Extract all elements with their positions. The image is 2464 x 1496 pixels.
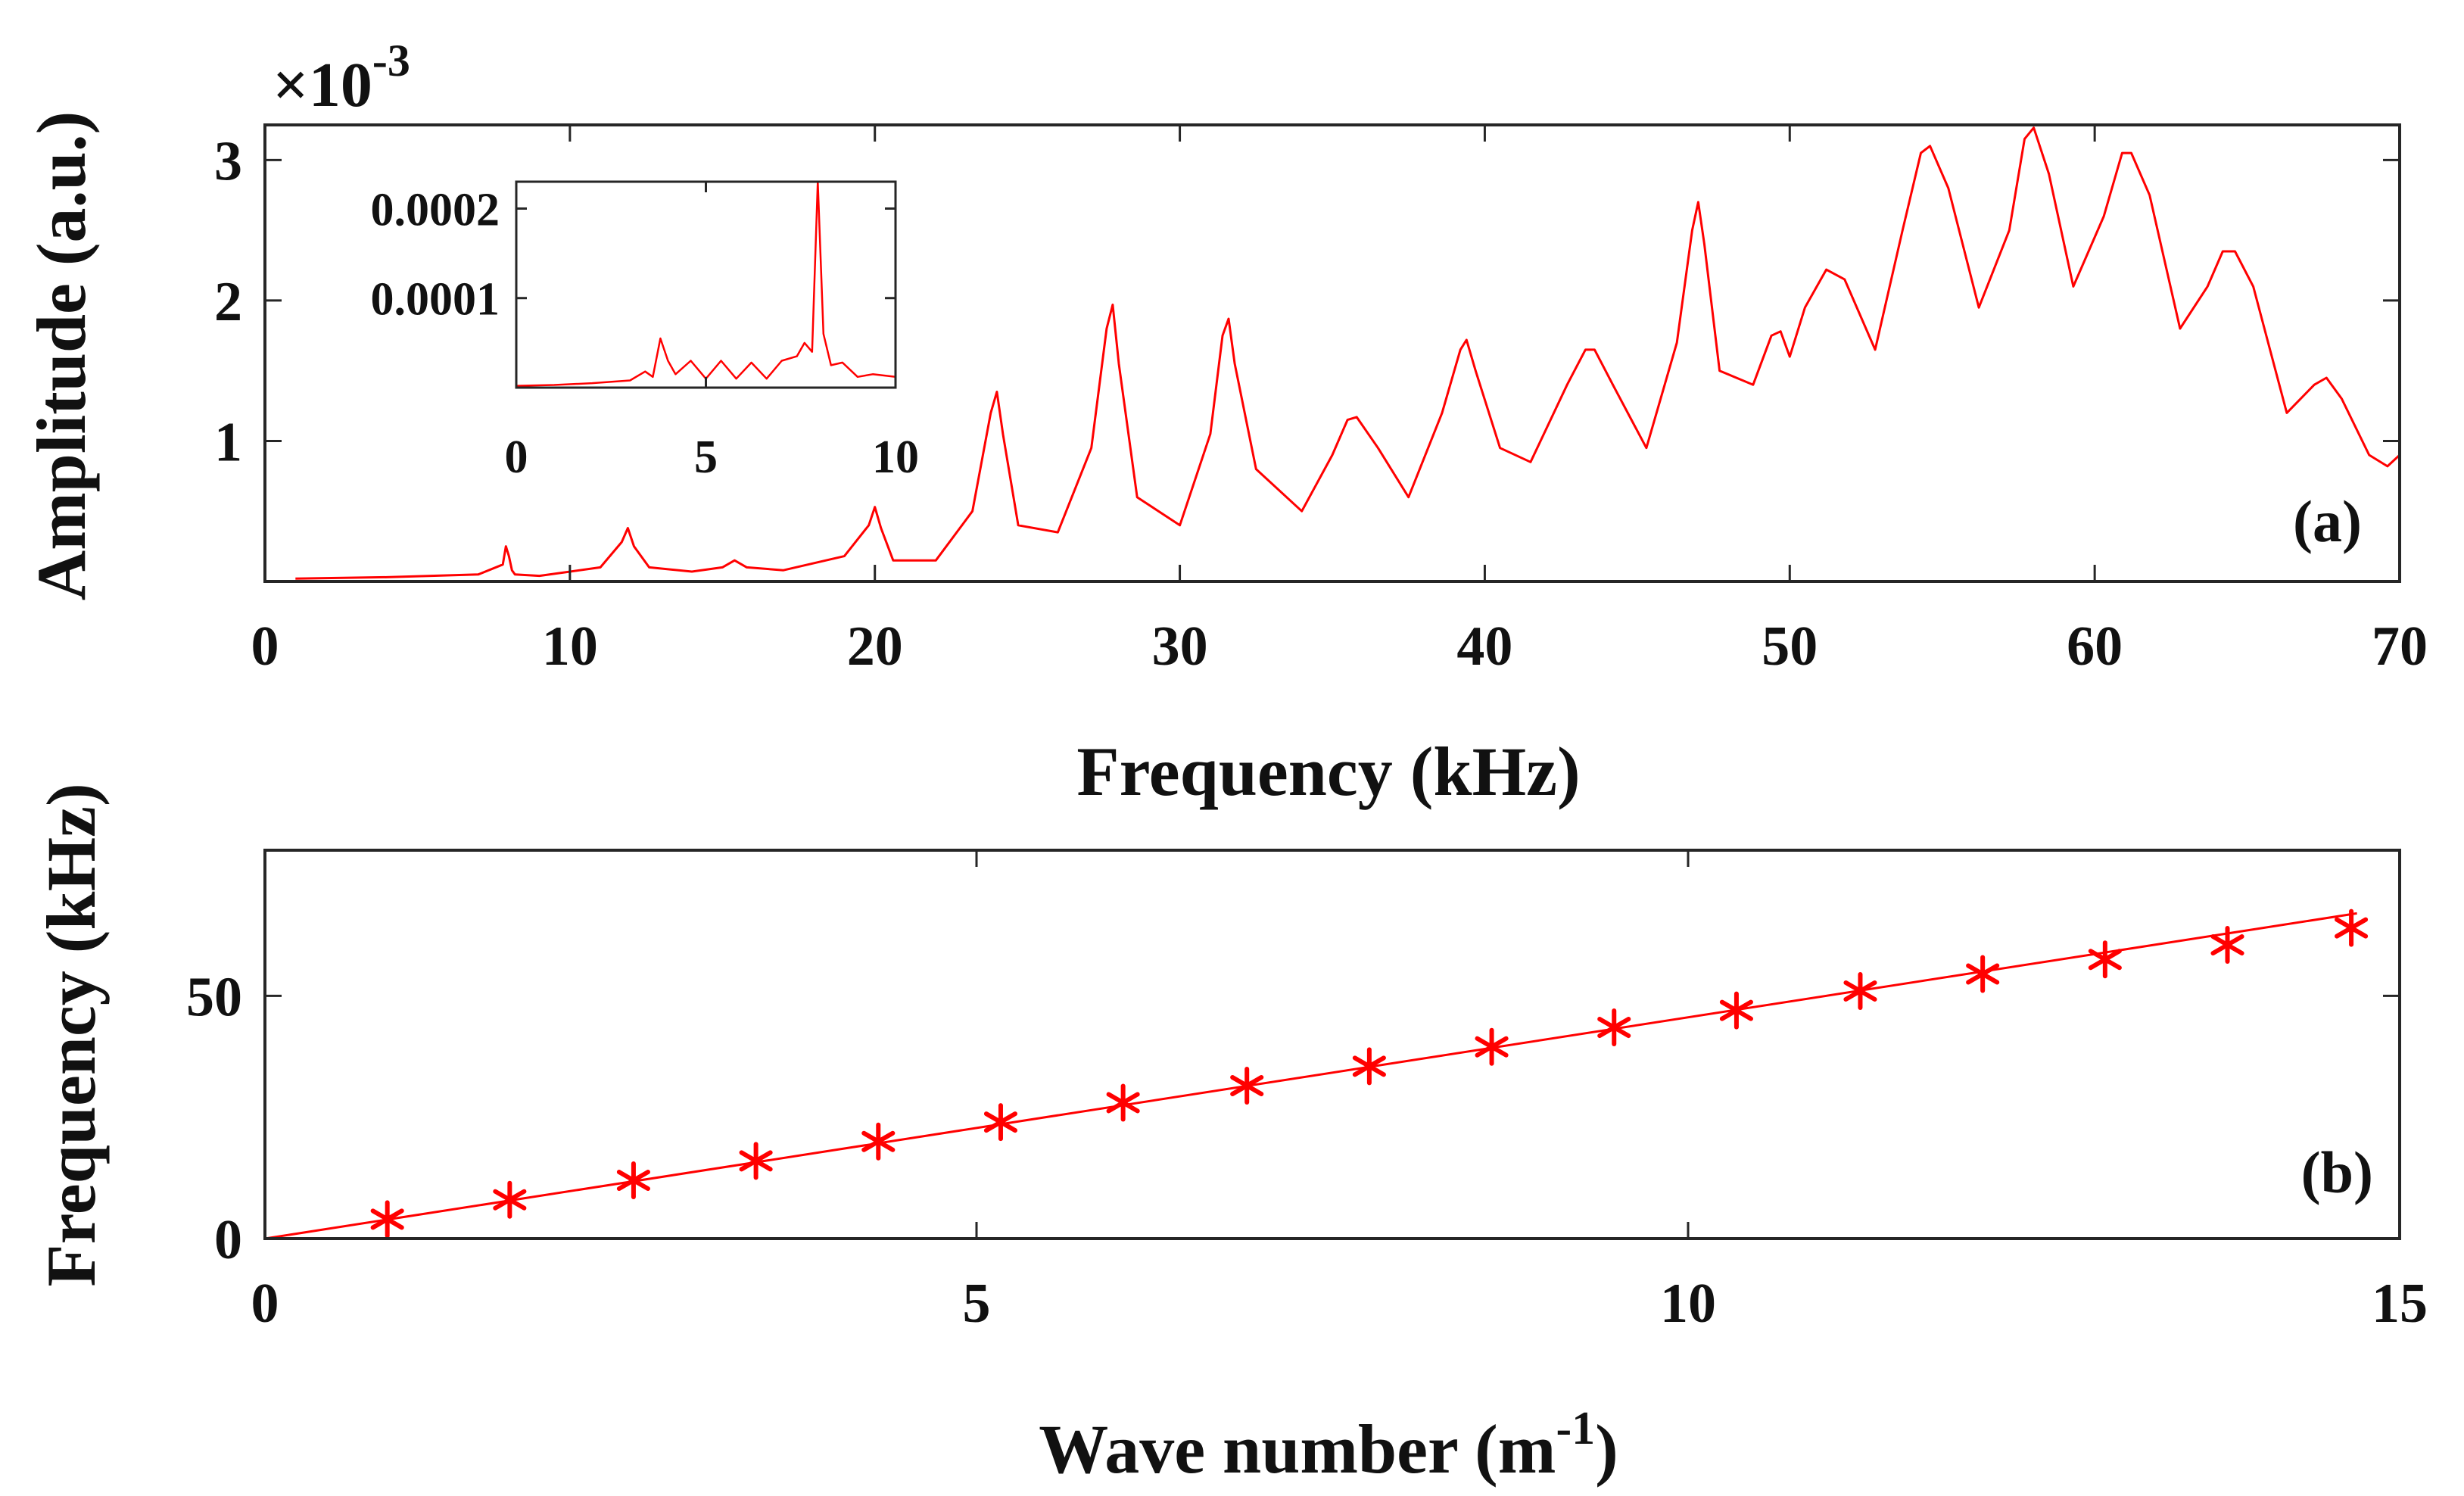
asterisk-stroke — [983, 1111, 1018, 1133]
data-point-asterisk — [2210, 926, 2244, 965]
x-tick-label: 0 — [505, 432, 528, 483]
panel-b: 0 5 10 15 0 50 Frequency (kHz) Wave number (m… — [33, 783, 2428, 1488]
asterisk-stroke — [2210, 934, 2244, 956]
panel-b-xlabel-main: Wave number (m — [1039, 1410, 1556, 1488]
y-tick-label: 0.0001 — [371, 274, 500, 326]
asterisk-stroke — [1843, 980, 1877, 1002]
asterisk-stroke — [1719, 999, 1753, 1021]
asterisk-stroke — [1352, 1055, 1386, 1077]
panel-a-axes-frame — [263, 123, 2401, 583]
x-tick-label: 0 — [251, 616, 279, 678]
panel-a-exponent-base: ×10 — [273, 50, 372, 120]
asterisk-stroke — [1475, 1036, 1509, 1058]
y-tick-label: 3 — [214, 130, 242, 192]
data-point-asterisk — [2088, 940, 2122, 979]
data-point-asterisk — [1352, 1047, 1386, 1086]
panel-b-xlabel: Wave number (m-1) — [1039, 1403, 1618, 1488]
data-point-asterisk — [1719, 991, 1753, 1030]
data-point-asterisk — [616, 1161, 650, 1200]
asterisk-stroke — [616, 1170, 650, 1192]
panel-b-axes-frame — [263, 849, 2401, 1240]
inset-ticks-layer: 0 5 10 0.0001 0.0002 — [371, 182, 919, 483]
data-point-asterisk — [861, 1122, 896, 1161]
data-point-asterisk — [739, 1142, 773, 1180]
x-tick-label: 20 — [847, 616, 903, 678]
inset-series-layer — [516, 180, 896, 387]
panel-a-exponent-power: -3 — [372, 36, 410, 86]
asterisk-stroke — [1966, 963, 2000, 985]
asterisk-stroke — [1597, 1017, 1631, 1039]
y-tick-label: 50 — [186, 966, 242, 1028]
x-tick-label: 0 — [251, 1273, 279, 1335]
data-point-asterisk — [370, 1200, 404, 1239]
asterisk-stroke — [370, 1208, 404, 1230]
data-point-asterisk — [2335, 909, 2369, 947]
panel-b-series-layer — [264, 909, 2369, 1240]
panel-a-series-layer — [295, 126, 2401, 580]
panel-a-ylabel: Amplitude (a.u.) — [23, 111, 100, 601]
x-tick-label: 5 — [963, 1273, 991, 1335]
y-tick-label: 1 — [214, 411, 242, 473]
x-tick-label: 30 — [1152, 616, 1208, 678]
asterisk-stroke — [2088, 949, 2122, 971]
panel-a-label: (a) — [2293, 488, 2362, 554]
x-tick-label: 10 — [872, 432, 919, 483]
x-tick-label: 5 — [694, 432, 718, 483]
panel-b-xlabel-sup: -1 — [1556, 1403, 1595, 1454]
inset-spectrum-line — [516, 180, 896, 387]
asterisk-stroke — [739, 1150, 773, 1172]
data-point-asterisk — [983, 1103, 1018, 1142]
panel-b-xlabel-close: ) — [1595, 1410, 1618, 1488]
panel-b-ticks-layer: 0 5 10 15 0 50 — [186, 850, 2428, 1335]
data-point-asterisk — [1597, 1008, 1631, 1047]
panel-a-xlabel: Frequency (kHz) — [1076, 733, 1580, 810]
panel-b-ylabel: Frequency (kHz) — [33, 783, 110, 1286]
asterisk-stroke — [861, 1130, 896, 1152]
linear-fit-line — [264, 912, 2357, 1240]
amplitude-spectrum-line — [295, 126, 2401, 580]
y-tick-label: 0 — [214, 1209, 242, 1271]
data-point-asterisk — [1230, 1067, 1264, 1105]
data-point-asterisk — [1106, 1083, 1140, 1122]
x-tick-label: 40 — [1456, 616, 1512, 678]
inset-background — [516, 182, 896, 388]
panel-a-exponent: ×10-3 — [273, 36, 410, 120]
x-tick-label: 70 — [2372, 616, 2428, 678]
data-point-asterisk — [1843, 971, 1877, 1010]
y-tick-label: 2 — [214, 271, 242, 333]
data-point-asterisk — [1475, 1027, 1509, 1066]
x-tick-label: 50 — [1762, 616, 1818, 678]
asterisk-stroke — [493, 1189, 527, 1211]
x-tick-label: 60 — [2067, 616, 2123, 678]
data-point-asterisk — [1966, 955, 2000, 993]
asterisk-stroke — [1230, 1075, 1264, 1097]
panel-a-inset: 0 5 10 0.0001 0.0002 — [371, 180, 919, 483]
panel-b-label: (b) — [2301, 1139, 2373, 1205]
data-point-asterisk — [493, 1180, 527, 1219]
x-tick-label: 15 — [2372, 1273, 2428, 1335]
x-tick-label: 10 — [1660, 1273, 1716, 1335]
asterisk-stroke — [1106, 1092, 1140, 1114]
x-tick-label: 10 — [542, 616, 598, 678]
asterisk-stroke — [2335, 917, 2369, 939]
y-tick-label: 0.0002 — [371, 184, 500, 235]
